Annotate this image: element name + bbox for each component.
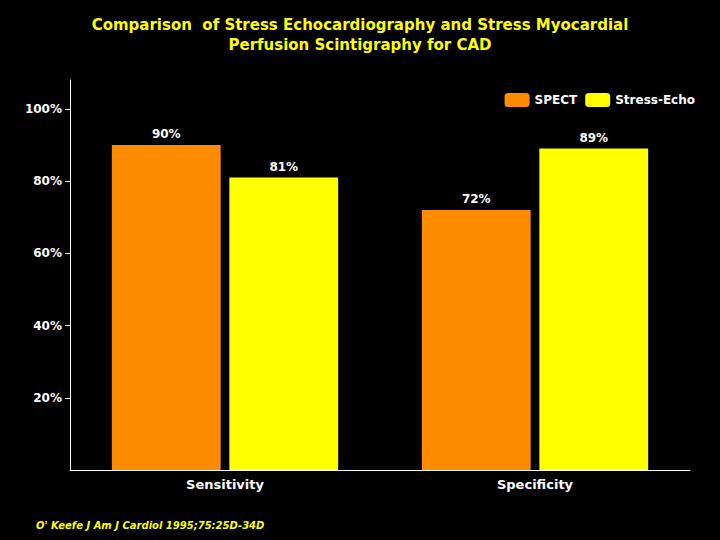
svg-text:100%: 100% — [25, 102, 62, 116]
svg-text:60%: 60% — [33, 246, 62, 260]
svg-text:81%: 81% — [269, 160, 298, 174]
svg-text:Specificity: Specificity — [497, 477, 574, 492]
svg-text:O' Keefe J Am J Cardiol 1995;7: O' Keefe J Am J Cardiol 1995;75:25D-34D — [36, 520, 264, 531]
svg-text:72%: 72% — [462, 192, 491, 206]
svg-text:20%: 20% — [33, 391, 62, 405]
svg-text:80%: 80% — [33, 174, 62, 188]
svg-text:40%: 40% — [33, 319, 62, 333]
svg-text:89%: 89% — [579, 131, 608, 145]
svg-text:Sensitivity: Sensitivity — [186, 477, 264, 492]
svg-text:Stress-Echo: Stress-Echo — [615, 93, 695, 107]
svg-text:Perfusion Scintigraphy for CAD: Perfusion Scintigraphy for CAD — [228, 36, 491, 54]
svg-text:90%: 90% — [152, 127, 181, 141]
svg-text:Comparison of Stress Echocard: Comparison of Stress Echocardiography an… — [92, 16, 629, 34]
svg-text:SPECT: SPECT — [535, 93, 578, 107]
